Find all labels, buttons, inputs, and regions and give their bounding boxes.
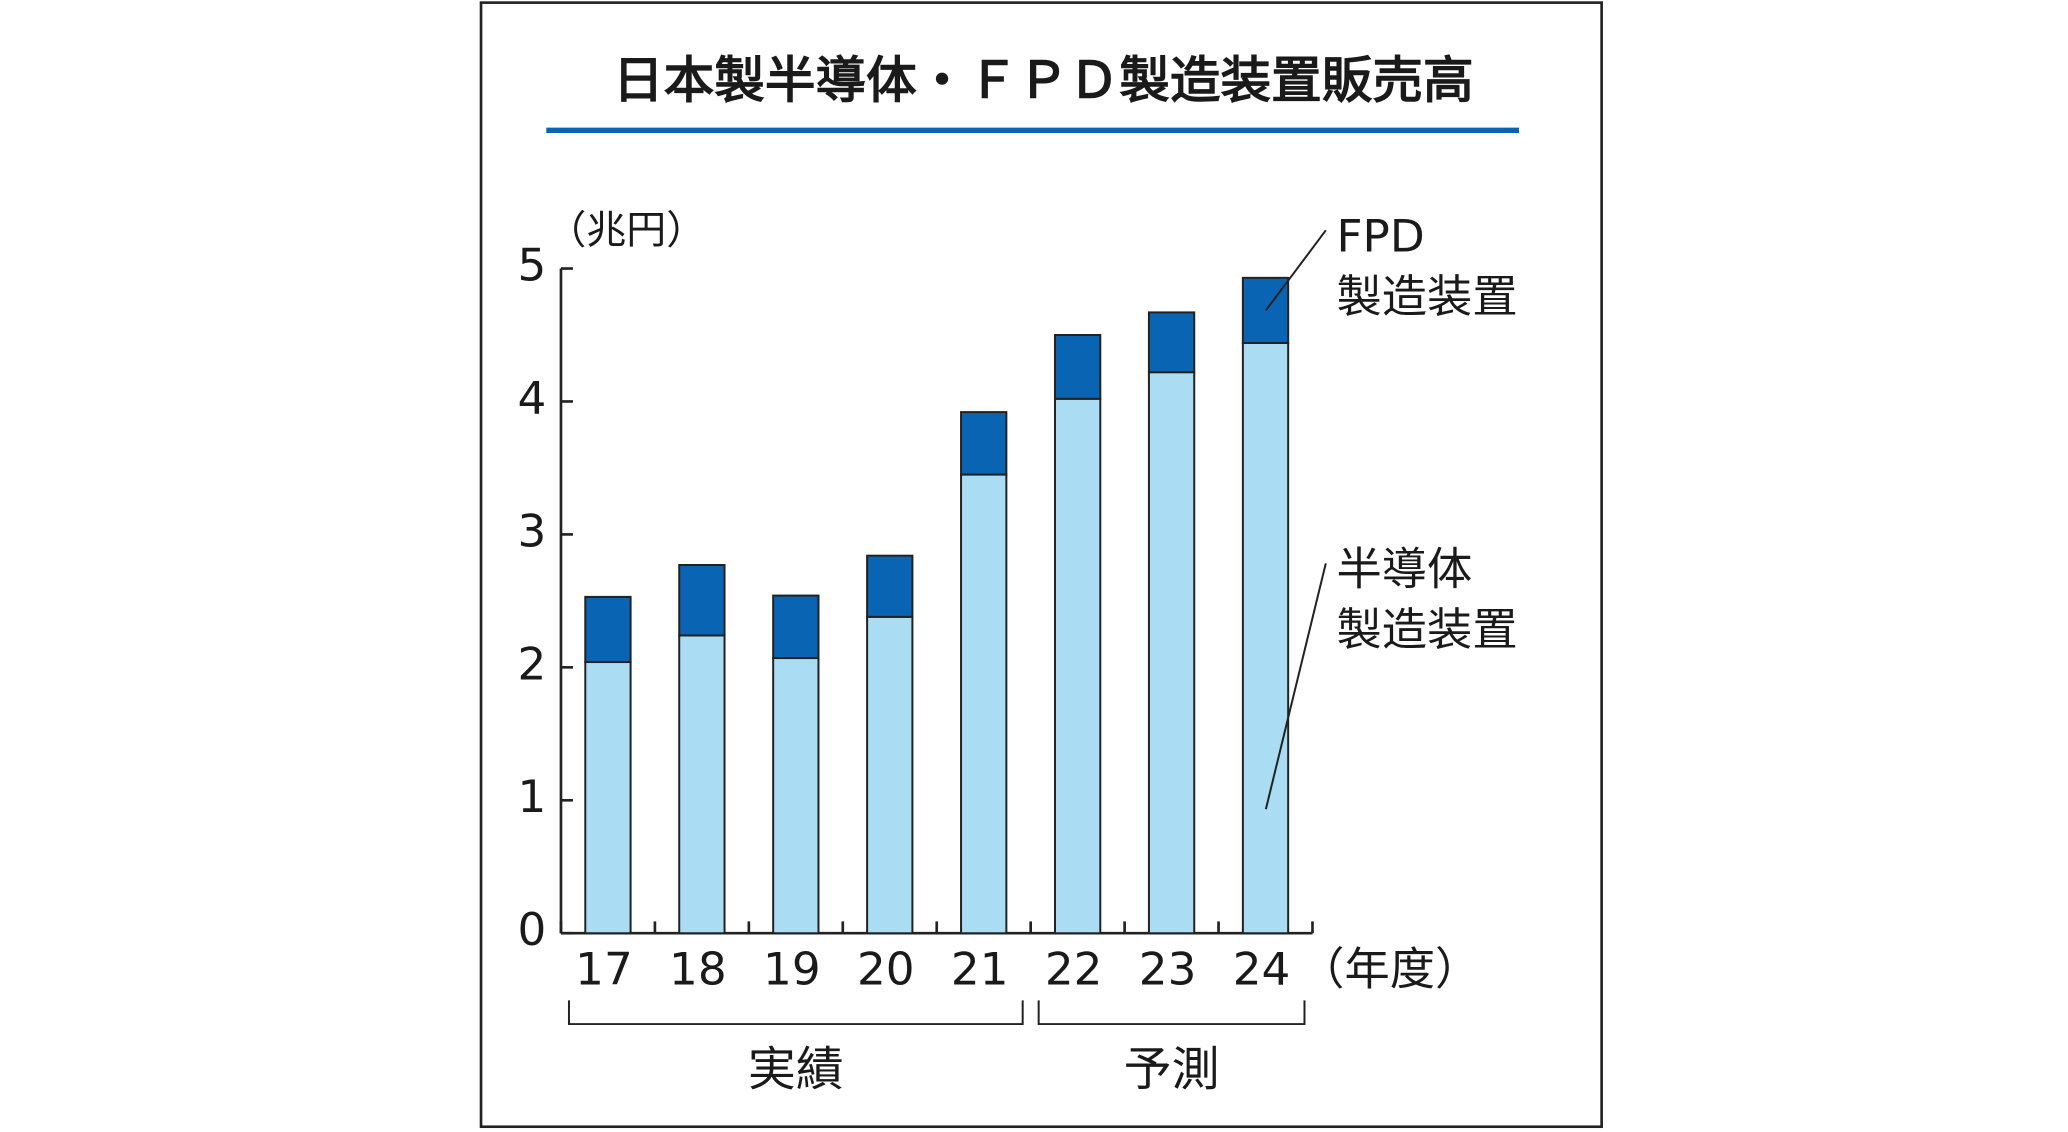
y-tick-label: 4 bbox=[517, 372, 546, 425]
bar-segment bbox=[1147, 311, 1196, 374]
x-tick-label: 22 bbox=[1045, 943, 1103, 996]
x-tick-label: 24 bbox=[1233, 943, 1291, 996]
y-tick-label: 0 bbox=[517, 903, 546, 956]
x-tick-label: 18 bbox=[669, 943, 727, 996]
bar-segment bbox=[1147, 371, 1196, 935]
legend-label: FPD 製造装置 bbox=[1336, 210, 1517, 323]
y-tick-label: 2 bbox=[517, 638, 546, 691]
y-tick-label: 1 bbox=[517, 770, 546, 823]
leader-line bbox=[1264, 563, 1327, 810]
bar-segment bbox=[678, 563, 726, 637]
group-bracket bbox=[1037, 1000, 1306, 1026]
bar-segment bbox=[866, 554, 914, 618]
y-unit: （兆円） bbox=[546, 208, 706, 254]
bar-segment bbox=[1241, 276, 1290, 344]
x-tick-label: 21 bbox=[951, 943, 1009, 996]
leader-line bbox=[1265, 229, 1327, 311]
x-unit: （年度） bbox=[1299, 943, 1480, 996]
group-label: 予測 bbox=[1124, 1043, 1220, 1098]
group-label: 実績 bbox=[748, 1043, 844, 1098]
legend-label: 半導体製造装置 bbox=[1336, 543, 1517, 656]
y-tick-label: 5 bbox=[517, 239, 546, 292]
bar-segment bbox=[678, 634, 726, 935]
chart-title: 日本製半導体・ＦＰＤ製造装置販売高 bbox=[613, 51, 1474, 110]
frame bbox=[479, 1, 1603, 1129]
bar-segment bbox=[772, 594, 820, 660]
bar-segment bbox=[584, 595, 632, 664]
x-tick-label: 23 bbox=[1139, 943, 1197, 996]
x-tick-label: 20 bbox=[857, 943, 915, 996]
y-tick-label: 3 bbox=[517, 505, 546, 558]
group-bracket bbox=[567, 1000, 1024, 1026]
bar-segment bbox=[772, 657, 820, 935]
bar-segment bbox=[960, 411, 1008, 476]
bar-segment bbox=[1053, 397, 1102, 935]
bar-segment bbox=[1053, 334, 1102, 400]
x-tick-label: 17 bbox=[575, 943, 633, 996]
bar-segment bbox=[960, 473, 1008, 935]
bar-segment bbox=[584, 661, 632, 935]
x-tick-label: 19 bbox=[763, 943, 821, 996]
bar-segment bbox=[866, 615, 914, 935]
bar-segment bbox=[1241, 341, 1290, 935]
